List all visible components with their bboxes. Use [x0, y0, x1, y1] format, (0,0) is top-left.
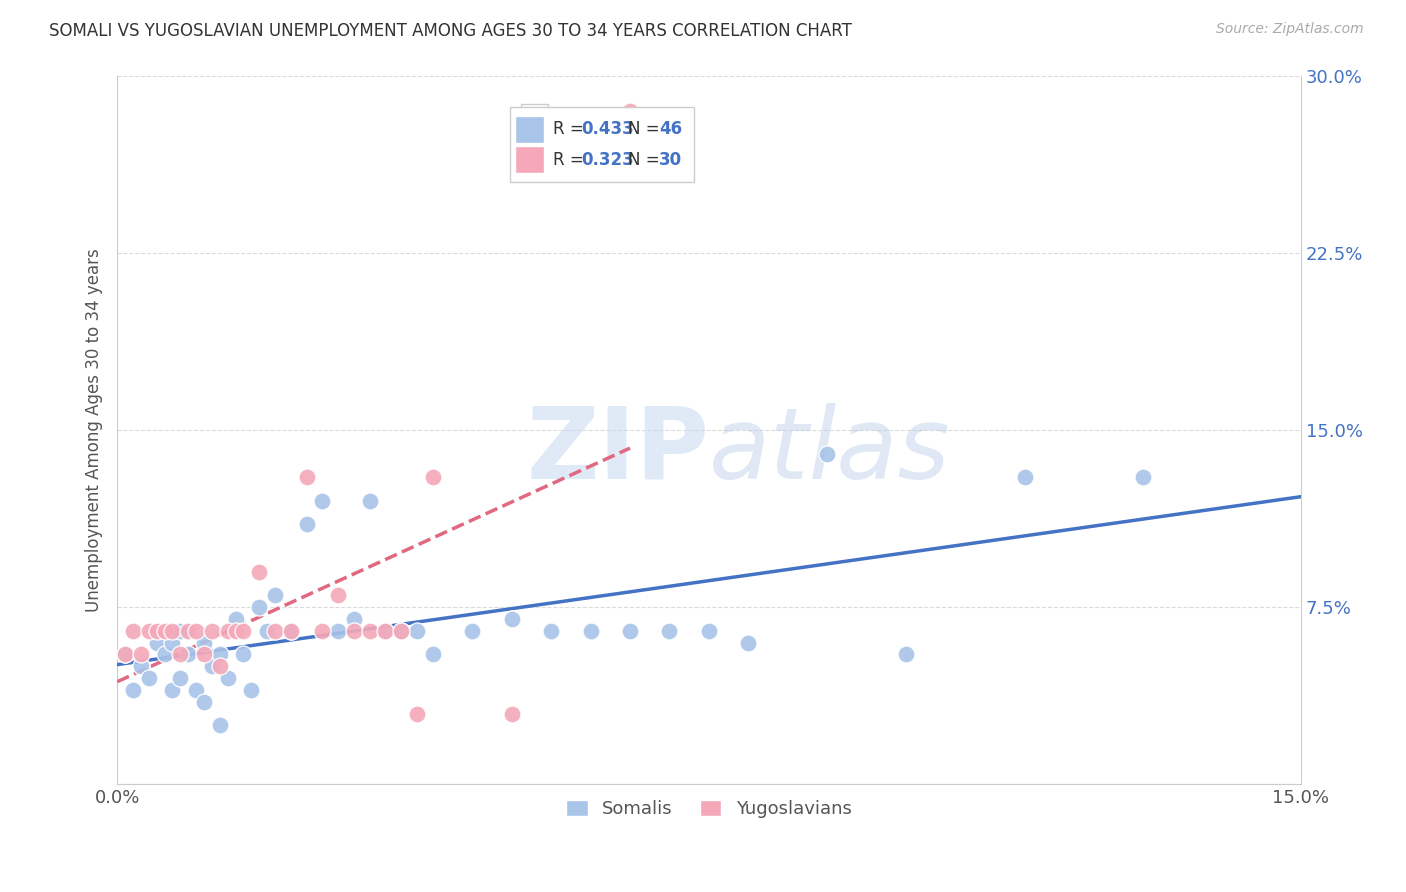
Text: 46: 46	[659, 120, 682, 138]
Point	[461, 624, 484, 638]
Point	[162, 682, 184, 697]
Point	[193, 635, 215, 649]
Point	[138, 624, 160, 638]
Point	[374, 624, 396, 638]
FancyBboxPatch shape	[510, 107, 693, 182]
Point	[422, 648, 444, 662]
Point	[169, 648, 191, 662]
Point	[208, 659, 231, 673]
Point	[145, 624, 167, 638]
Text: R =: R =	[553, 151, 589, 169]
Point	[658, 624, 681, 638]
Point	[114, 648, 136, 662]
Point	[169, 671, 191, 685]
Point	[815, 447, 838, 461]
Point	[208, 718, 231, 732]
Point	[184, 682, 207, 697]
Point	[1132, 470, 1154, 484]
Point	[389, 624, 412, 638]
Point	[697, 624, 720, 638]
Point	[162, 635, 184, 649]
Point	[169, 624, 191, 638]
Legend: Somalis, Yugoslavians: Somalis, Yugoslavians	[558, 792, 859, 825]
Point	[256, 624, 278, 638]
Text: atlas: atlas	[709, 403, 950, 500]
Point	[201, 624, 224, 638]
Point	[894, 648, 917, 662]
Point	[389, 624, 412, 638]
Point	[240, 682, 263, 697]
Text: Source: ZipAtlas.com: Source: ZipAtlas.com	[1216, 22, 1364, 37]
Point	[374, 624, 396, 638]
Point	[359, 624, 381, 638]
Point	[406, 624, 429, 638]
Point	[501, 612, 523, 626]
Point	[579, 624, 602, 638]
Point	[122, 682, 145, 697]
Point	[225, 612, 247, 626]
Point	[343, 624, 366, 638]
Point	[247, 600, 270, 615]
Point	[264, 624, 287, 638]
Point	[232, 624, 254, 638]
Point	[208, 648, 231, 662]
Point	[295, 470, 318, 484]
Point	[138, 671, 160, 685]
Text: N =: N =	[628, 151, 665, 169]
Text: R =: R =	[553, 120, 589, 138]
Text: ZIP: ZIP	[526, 403, 709, 500]
Point	[501, 706, 523, 721]
Point	[619, 624, 641, 638]
Point	[184, 624, 207, 638]
FancyBboxPatch shape	[515, 116, 544, 143]
Point	[422, 470, 444, 484]
Point	[343, 612, 366, 626]
Text: 0.433: 0.433	[581, 120, 634, 138]
Text: 0.323: 0.323	[581, 151, 634, 169]
Point	[225, 624, 247, 638]
Text: SOMALI VS YUGOSLAVIAN UNEMPLOYMENT AMONG AGES 30 TO 34 YEARS CORRELATION CHART: SOMALI VS YUGOSLAVIAN UNEMPLOYMENT AMONG…	[49, 22, 852, 40]
Point	[406, 706, 429, 721]
Point	[1014, 470, 1036, 484]
Point	[129, 648, 152, 662]
Y-axis label: Unemployment Among Ages 30 to 34 years: Unemployment Among Ages 30 to 34 years	[86, 248, 103, 612]
Point	[264, 588, 287, 602]
Point	[177, 648, 200, 662]
Point	[295, 517, 318, 532]
Point	[326, 624, 349, 638]
Point	[217, 671, 239, 685]
Text: 30: 30	[659, 151, 682, 169]
Point	[737, 635, 759, 649]
Point	[153, 624, 176, 638]
Point	[311, 494, 333, 508]
Point	[193, 648, 215, 662]
Point	[326, 588, 349, 602]
Point	[247, 565, 270, 579]
Point	[619, 103, 641, 118]
Point	[145, 635, 167, 649]
Point	[193, 695, 215, 709]
Point	[540, 624, 562, 638]
Point	[201, 659, 224, 673]
Text: N =: N =	[628, 120, 665, 138]
Point	[177, 624, 200, 638]
Point	[162, 624, 184, 638]
Point	[153, 648, 176, 662]
Point	[217, 624, 239, 638]
Point	[311, 624, 333, 638]
Point	[114, 648, 136, 662]
Point	[122, 624, 145, 638]
Point	[129, 659, 152, 673]
FancyBboxPatch shape	[515, 146, 544, 173]
Point	[232, 648, 254, 662]
Point	[280, 624, 302, 638]
Point	[280, 624, 302, 638]
Point	[359, 494, 381, 508]
